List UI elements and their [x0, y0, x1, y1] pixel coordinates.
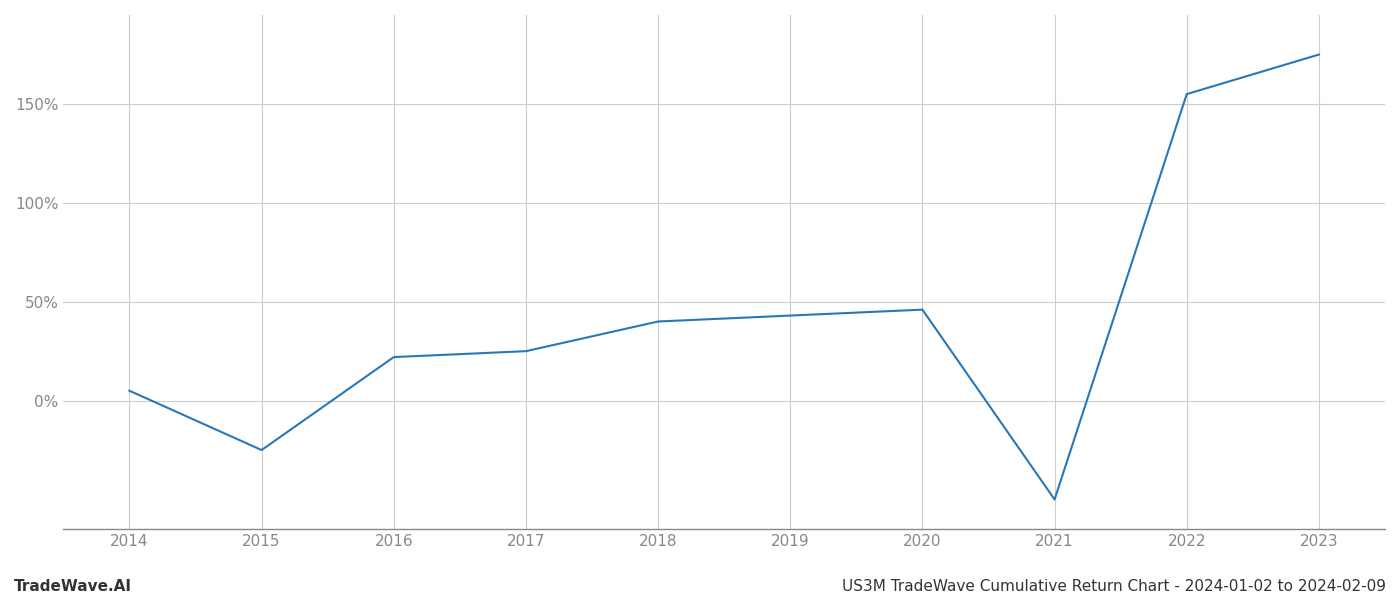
Text: TradeWave.AI: TradeWave.AI: [14, 579, 132, 594]
Text: US3M TradeWave Cumulative Return Chart - 2024-01-02 to 2024-02-09: US3M TradeWave Cumulative Return Chart -…: [841, 579, 1386, 594]
